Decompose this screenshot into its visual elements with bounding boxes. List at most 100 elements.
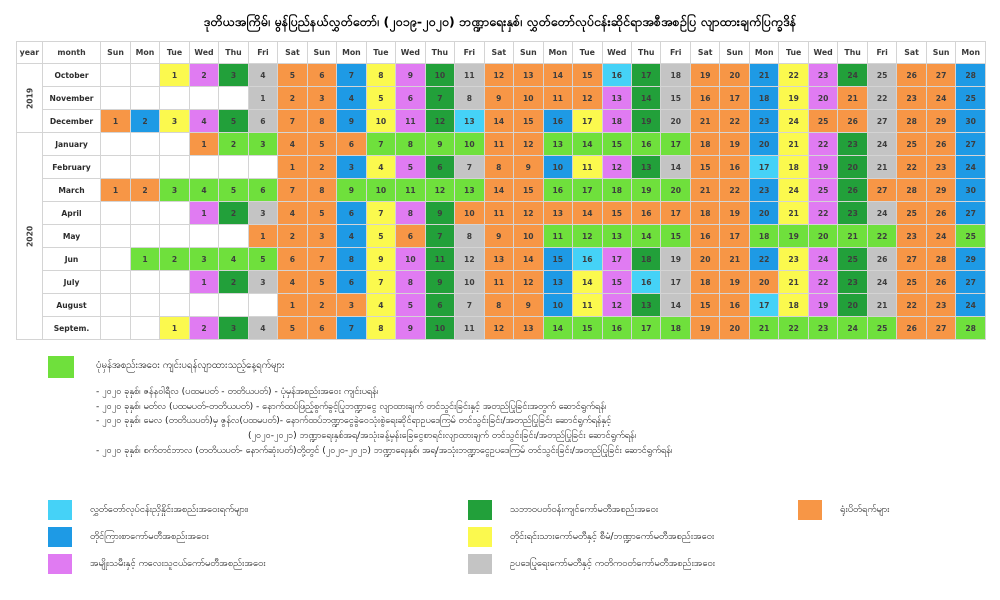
day-cell[interactable]: 13 xyxy=(513,63,544,87)
day-cell-empty[interactable] xyxy=(100,201,131,225)
day-cell[interactable]: 21 xyxy=(778,132,809,156)
day-cell[interactable]: 26 xyxy=(896,63,927,87)
day-cell[interactable]: 27 xyxy=(955,201,986,225)
day-cell[interactable]: 4 xyxy=(218,247,249,271)
day-cell[interactable]: 9 xyxy=(336,178,367,202)
day-cell[interactable]: 13 xyxy=(454,109,485,133)
day-cell[interactable]: 19 xyxy=(807,155,839,179)
day-cell[interactable]: 9 xyxy=(395,63,426,87)
day-cell[interactable]: 16 xyxy=(630,270,662,294)
day-cell[interactable]: 2 xyxy=(277,224,308,248)
day-cell[interactable]: 3 xyxy=(247,201,279,225)
day-cell[interactable]: 10 xyxy=(454,270,485,294)
day-cell[interactable]: 9 xyxy=(395,316,426,340)
day-cell[interactable]: 8 xyxy=(365,316,397,340)
day-cell[interactable]: 12 xyxy=(572,224,603,248)
day-cell[interactable]: 14 xyxy=(483,109,515,133)
day-cell[interactable]: 13 xyxy=(513,316,544,340)
day-cell[interactable]: 25 xyxy=(807,178,839,202)
day-cell[interactable]: 28 xyxy=(896,109,927,133)
day-cell[interactable]: 13 xyxy=(542,270,574,294)
day-cell[interactable]: 27 xyxy=(866,178,898,202)
day-cell[interactable]: 19 xyxy=(689,316,721,340)
day-cell[interactable]: 17 xyxy=(601,247,633,271)
day-cell[interactable]: 14 xyxy=(660,293,691,317)
day-cell[interactable]: 2 xyxy=(129,178,161,202)
day-cell[interactable]: 13 xyxy=(454,178,485,202)
day-cell[interactable]: 20 xyxy=(807,224,839,248)
day-cell[interactable]: 3 xyxy=(336,293,367,317)
day-cell[interactable]: 20 xyxy=(837,155,868,179)
day-cell-empty[interactable] xyxy=(129,63,161,87)
day-cell[interactable]: 8 xyxy=(483,293,515,317)
day-cell[interactable]: 19 xyxy=(778,224,809,248)
day-cell[interactable]: 3 xyxy=(336,155,367,179)
day-cell-empty[interactable] xyxy=(129,293,161,317)
day-cell[interactable]: 10 xyxy=(424,63,456,87)
day-cell[interactable]: 22 xyxy=(807,201,839,225)
day-cell[interactable]: 3 xyxy=(159,178,190,202)
day-cell-empty[interactable] xyxy=(159,201,190,225)
day-cell[interactable]: 8 xyxy=(365,63,397,87)
day-cell[interactable]: 25 xyxy=(866,63,898,87)
day-cell[interactable]: 7 xyxy=(454,293,485,317)
day-cell[interactable]: 18 xyxy=(778,293,809,317)
day-cell[interactable]: 6 xyxy=(336,270,367,294)
day-cell[interactable]: 4 xyxy=(247,316,279,340)
day-cell[interactable]: 11 xyxy=(454,316,485,340)
day-cell[interactable]: 23 xyxy=(896,86,927,110)
day-cell[interactable]: 8 xyxy=(395,270,426,294)
day-cell[interactable]: 1 xyxy=(100,178,131,202)
day-cell-empty[interactable] xyxy=(218,293,249,317)
day-cell[interactable]: 12 xyxy=(601,293,633,317)
day-cell[interactable]: 19 xyxy=(689,63,721,87)
day-cell[interactable]: 17 xyxy=(748,293,780,317)
day-cell[interactable]: 8 xyxy=(306,178,338,202)
day-cell[interactable]: 21 xyxy=(719,247,750,271)
day-cell[interactable]: 7 xyxy=(424,224,456,248)
day-cell[interactable]: 12 xyxy=(513,201,544,225)
day-cell[interactable]: 22 xyxy=(719,178,750,202)
day-cell[interactable]: 5 xyxy=(277,63,308,87)
day-cell[interactable]: 3 xyxy=(306,86,338,110)
day-cell[interactable]: 19 xyxy=(719,201,750,225)
day-cell[interactable]: 7 xyxy=(277,178,308,202)
day-cell-empty[interactable] xyxy=(159,270,190,294)
day-cell[interactable]: 12 xyxy=(424,109,456,133)
day-cell[interactable]: 23 xyxy=(807,63,839,87)
day-cell[interactable]: 3 xyxy=(247,270,279,294)
day-cell[interactable]: 12 xyxy=(572,86,603,110)
day-cell[interactable]: 2 xyxy=(188,316,220,340)
day-cell-empty[interactable] xyxy=(129,132,161,156)
day-cell[interactable]: 4 xyxy=(188,178,220,202)
day-cell[interactable]: 24 xyxy=(866,270,898,294)
day-cell[interactable]: 14 xyxy=(630,224,662,248)
day-cell[interactable]: 5 xyxy=(395,155,426,179)
day-cell[interactable]: 9 xyxy=(336,109,367,133)
day-cell[interactable]: 11 xyxy=(424,247,456,271)
day-cell[interactable]: 22 xyxy=(778,63,809,87)
day-cell[interactable]: 3 xyxy=(218,316,249,340)
day-cell[interactable]: 27 xyxy=(896,247,927,271)
day-cell[interactable]: 21 xyxy=(748,316,780,340)
day-cell[interactable]: 20 xyxy=(719,316,750,340)
day-cell[interactable]: 7 xyxy=(306,247,338,271)
day-cell[interactable]: 10 xyxy=(542,155,574,179)
day-cell[interactable]: 16 xyxy=(719,155,750,179)
day-cell[interactable]: 19 xyxy=(719,270,750,294)
day-cell[interactable]: 11 xyxy=(395,178,426,202)
day-cell-empty[interactable] xyxy=(159,86,190,110)
day-cell[interactable]: 18 xyxy=(660,63,691,87)
day-cell[interactable]: 10 xyxy=(513,224,544,248)
day-cell-empty[interactable] xyxy=(188,86,220,110)
day-cell[interactable]: 29 xyxy=(955,247,986,271)
day-cell[interactable]: 15 xyxy=(572,316,603,340)
day-cell[interactable]: 4 xyxy=(365,293,397,317)
day-cell[interactable]: 4 xyxy=(247,63,279,87)
day-cell[interactable]: 2 xyxy=(129,109,161,133)
day-cell[interactable]: 17 xyxy=(572,109,603,133)
day-cell[interactable]: 24 xyxy=(837,63,868,87)
day-cell[interactable]: 18 xyxy=(748,224,780,248)
day-cell[interactable]: 10 xyxy=(424,316,456,340)
day-cell[interactable]: 14 xyxy=(483,178,515,202)
